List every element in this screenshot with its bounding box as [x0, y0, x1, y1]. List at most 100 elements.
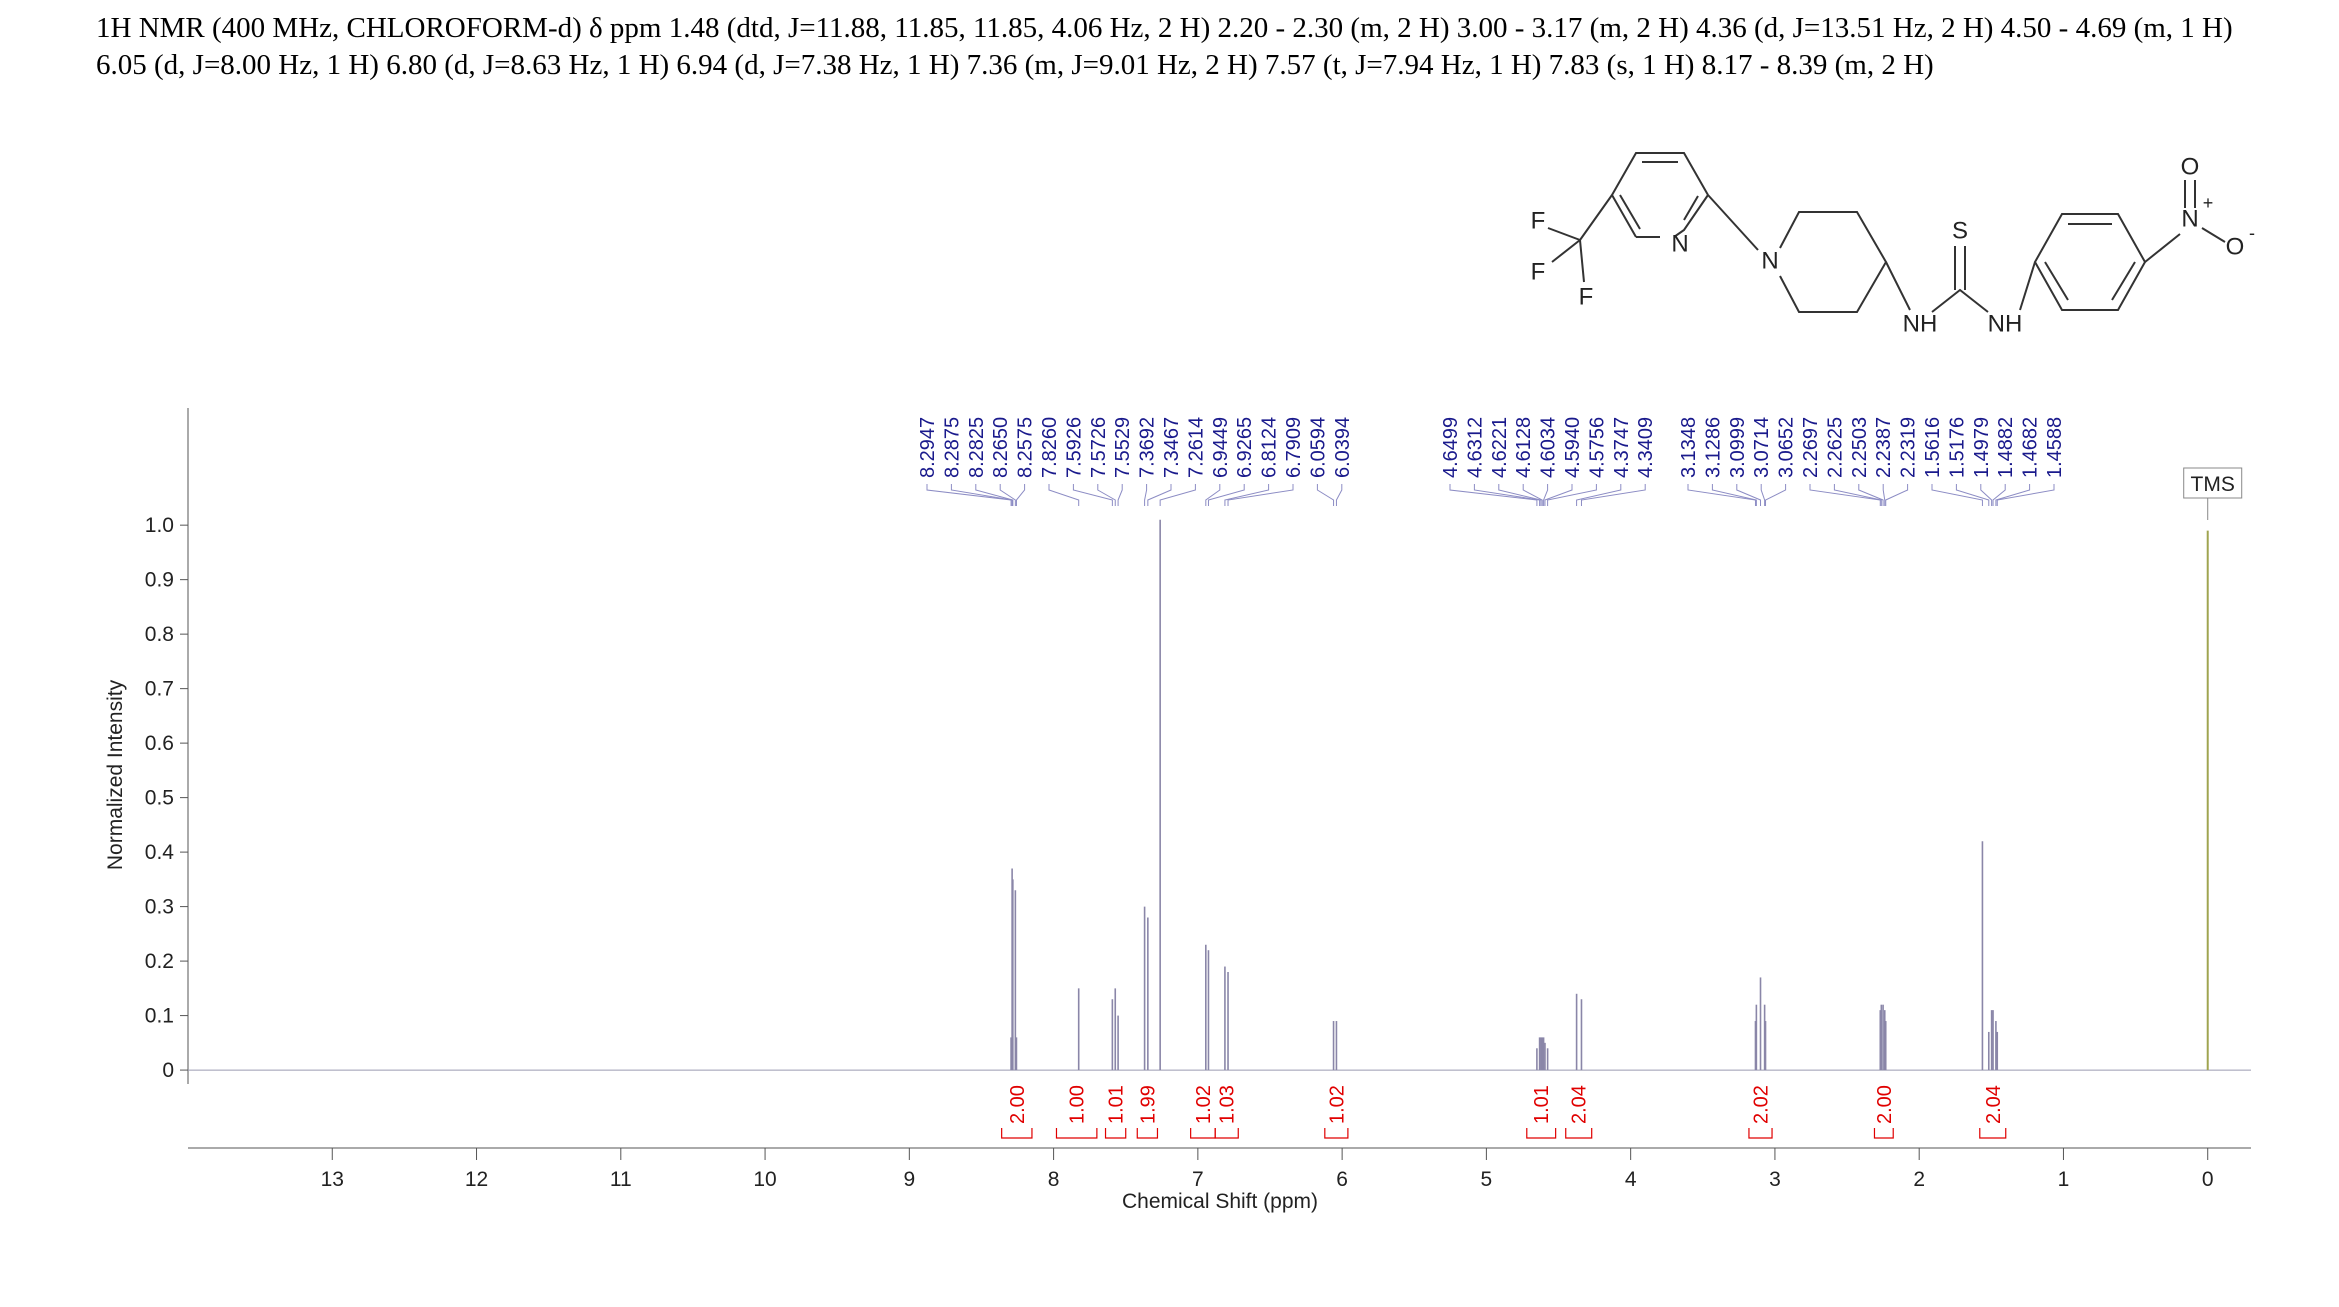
- integral-label: 2.00: [1874, 1085, 1896, 1124]
- integral-label: 2.02: [1750, 1085, 1772, 1124]
- peak-leader: [1736, 484, 1762, 506]
- bond: [1885, 246, 2036, 313]
- y-axis-label: Normalized Intensity: [104, 679, 127, 870]
- peak-label: 4.5940: [1562, 417, 1584, 478]
- x-tick-label: 3: [1769, 1168, 1781, 1191]
- bond: [1619, 161, 1699, 230]
- structure: F F F N N NH S NH N + O O -: [1531, 152, 2255, 337]
- peak-label: 8.2575: [1015, 417, 1037, 478]
- peak-label: 7.3692: [1137, 417, 1159, 478]
- peak-leader: [926, 484, 1012, 506]
- integral-bracket: [1214, 1128, 1239, 1139]
- peak-leader: [1498, 484, 1542, 506]
- peak-label: 7.5529: [1112, 417, 1134, 478]
- peak-label: 3.0714: [1751, 417, 1773, 478]
- peak-leader: [1224, 484, 1270, 506]
- peak-leader: [1097, 484, 1116, 506]
- y-tick-label: 0.4: [145, 841, 175, 864]
- peak-leader: [1980, 484, 1993, 506]
- peak-leader: [1711, 484, 1757, 506]
- peak-leader: [1995, 484, 2031, 506]
- peak-leader: [1048, 484, 1080, 506]
- y-tick-label: 0.2: [145, 950, 174, 973]
- peak-leader: [1544, 484, 1573, 506]
- peak-label: 6.0594: [1307, 417, 1329, 478]
- peak-leader: [1687, 484, 1756, 506]
- y-tick-label: 0.6: [145, 732, 174, 755]
- y-tick-label: 0.9: [145, 569, 174, 592]
- x-tick-label: 5: [1481, 1168, 1493, 1191]
- x-tick-label: 4: [1625, 1168, 1637, 1191]
- reference-label: TMS: [2191, 473, 2235, 496]
- integral-label: 1.01: [1531, 1085, 1553, 1124]
- peak-label: 1.4882: [1995, 417, 2017, 478]
- integral-bracket: [1001, 1128, 1033, 1139]
- peak-leader: [1992, 484, 2006, 506]
- peak-leader: [1996, 484, 2055, 506]
- x-tick-label: 9: [903, 1168, 915, 1191]
- integral-label: 1.02: [1326, 1085, 1348, 1124]
- peak-label: 7.2614: [1185, 417, 1207, 478]
- peak-leader: [1833, 484, 1882, 506]
- integral-bracket: [1055, 1128, 1098, 1139]
- peak-label: 2.2697: [1800, 417, 1822, 478]
- peak-label: 1.5176: [1946, 417, 1968, 478]
- peak-label: 8.2650: [990, 417, 1012, 478]
- integral-label: 2.04: [1983, 1085, 2005, 1124]
- atom-label: O: [2181, 153, 2200, 180]
- peak-label: 6.7909: [1283, 417, 1305, 478]
- atom-label: S: [1952, 217, 1968, 244]
- peak-leader: [1316, 484, 1335, 506]
- x-tick-label: 10: [753, 1168, 776, 1191]
- peak-leader: [1522, 484, 1543, 506]
- peak-label: 2.2387: [1873, 417, 1895, 478]
- peak-leader: [1931, 484, 1983, 506]
- peak-label: 6.9265: [1234, 417, 1256, 478]
- peak-label: 2.2503: [1849, 417, 1871, 478]
- integral-bracket: [1190, 1128, 1216, 1139]
- peak-leader: [975, 484, 1014, 506]
- atom-label: N: [2181, 205, 2198, 232]
- peak-label: 2.2625: [1824, 417, 1846, 478]
- x-tick-label: 8: [1048, 1168, 1060, 1191]
- peak-label: 8.2947: [917, 417, 939, 478]
- peak-leader: [1144, 484, 1148, 506]
- peak-leader: [1117, 484, 1123, 506]
- x-axis-label: Chemical Shift (ppm): [1122, 1190, 1318, 1213]
- peak-label: 7.3467: [1161, 417, 1183, 478]
- peak-label: 6.9449: [1210, 417, 1232, 478]
- x-tick-label: 6: [1336, 1168, 1348, 1191]
- integral-label: 1.03: [1217, 1085, 1239, 1124]
- x-tick-label: 13: [321, 1168, 344, 1191]
- y-tick-label: 0: [162, 1059, 174, 1082]
- integral-bracket: [1526, 1128, 1557, 1139]
- peak-label: 1.4979: [1971, 417, 1993, 478]
- bond: [2144, 180, 2226, 263]
- peak-leader: [1765, 484, 1787, 506]
- peak-leader: [1207, 484, 1245, 506]
- integral-bracket: [1104, 1128, 1127, 1139]
- peak-leader: [1576, 484, 1622, 506]
- atom-label: N: [1671, 230, 1688, 257]
- peak-leader: [950, 484, 1013, 506]
- peak-leader: [1580, 484, 1646, 506]
- integral-bracket: [1136, 1128, 1159, 1139]
- peak-label: 3.0999: [1727, 417, 1749, 478]
- peak-leader: [1159, 484, 1196, 506]
- charge: -: [2249, 223, 2255, 243]
- peak-leader: [1227, 484, 1294, 506]
- peak-leader: [1473, 484, 1541, 506]
- y-tick-label: 0.3: [145, 896, 174, 919]
- peak-leader: [1547, 484, 1597, 506]
- peak-label: 7.5926: [1063, 417, 1085, 478]
- integral-bracket: [1565, 1128, 1593, 1139]
- peak-label: 8.2825: [966, 417, 988, 478]
- atom-label: F: [1579, 283, 1594, 310]
- x-tick-label: 1: [2058, 1168, 2070, 1191]
- peak-label: 4.6499: [1440, 417, 1462, 478]
- peak-label: 4.6312: [1464, 417, 1486, 478]
- atom-label: F: [1531, 258, 1546, 285]
- peak-leader: [999, 484, 1016, 506]
- bond: [1547, 194, 1613, 283]
- integral-bracket: [1979, 1128, 2007, 1139]
